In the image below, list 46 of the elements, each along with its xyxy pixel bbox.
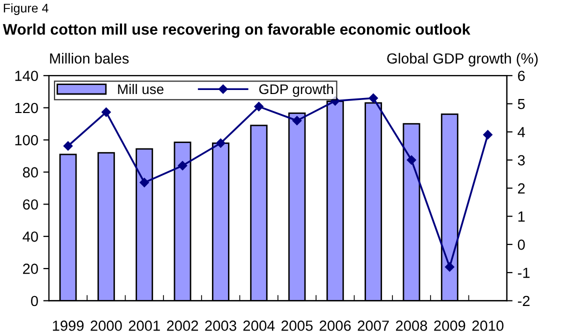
point — [254, 102, 264, 112]
y-tick-label: 140 — [15, 70, 38, 82]
point — [483, 130, 492, 140]
chart-title: World cotton mill use recovering on favorable economic outlook — [2, 24, 470, 38]
x-tick-label: 2010 — [472, 320, 504, 331]
x-tick-label: 2004 — [243, 320, 275, 331]
y2-tick-label: 4 — [518, 127, 525, 138]
point — [178, 161, 188, 170]
y-axis-title: Million bales — [50, 52, 129, 64]
point — [102, 108, 111, 117]
x-tick-label: 2000 — [90, 320, 122, 331]
x-tick-label: 2002 — [167, 320, 198, 331]
y2-tick-label: 6 — [518, 70, 525, 82]
y-tick-label: 0 — [31, 296, 38, 306]
y2-tick-label: 1 — [518, 212, 525, 222]
y2-tick-label: 5 — [518, 98, 525, 110]
y-tick-label: 60 — [23, 199, 38, 210]
x-tick-label: 1999 — [52, 320, 84, 331]
point — [406, 155, 416, 165]
y-tick-label: 40 — [22, 232, 38, 242]
x-tick-label: 2001 — [128, 320, 160, 331]
point — [63, 141, 73, 151]
point — [292, 116, 302, 126]
y2-tick-label: -1 — [518, 268, 530, 278]
y2-axis-title: Global GDP growth (%) — [387, 52, 538, 67]
point — [216, 138, 226, 148]
legend-label: Mill use — [118, 84, 164, 94]
x-tick-label: 2007 — [358, 320, 389, 331]
y2-tick-label: 3 — [518, 155, 525, 166]
x-tick-label: 2006 — [320, 320, 351, 331]
legend-label: GDP growth — [259, 84, 334, 97]
y-tick-label: 100 — [15, 135, 38, 146]
x-tick-label: 2005 — [282, 320, 313, 331]
y2-tick-label: 0 — [518, 240, 525, 250]
y-tick-label: 120 — [15, 102, 38, 114]
y-tick-label: 80 — [22, 167, 38, 178]
x-tick-label: 2003 — [205, 320, 236, 331]
caption: Figure 4 — [4, 3, 48, 16]
y2-tick-label: -2 — [518, 296, 530, 306]
y2-tick-label: 2 — [518, 183, 525, 194]
y-tick-label: 20 — [23, 264, 38, 274]
point — [445, 262, 454, 272]
point — [140, 178, 149, 188]
x-tick-label: 2008 — [396, 320, 428, 331]
x-tick-label: 2009 — [434, 320, 466, 331]
point — [368, 93, 378, 103]
